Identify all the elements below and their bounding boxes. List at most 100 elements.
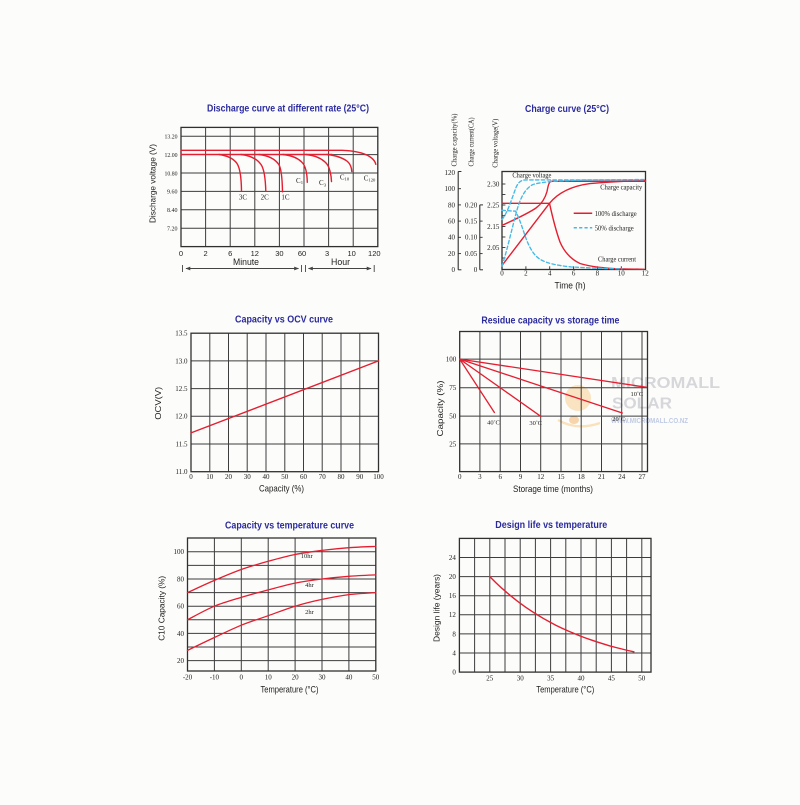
svg-text:Discharge curve at different r: Discharge curve at different rate (25°C) [207,104,369,115]
svg-text:4: 4 [548,270,552,278]
svg-text:50% discharge: 50% discharge [595,223,635,232]
svg-text:1C: 1C [281,194,290,202]
svg-text:27: 27 [639,473,647,481]
svg-text:Charge current(CA): Charge current(CA) [467,117,475,167]
svg-text:8: 8 [452,630,456,638]
svg-text:Capacity (%): Capacity (%) [259,484,304,495]
svg-text:13.20: 13.20 [165,134,178,141]
svg-text:2.05: 2.05 [487,244,500,252]
svg-text:50: 50 [372,674,380,682]
svg-text:30: 30 [275,249,283,258]
svg-text:10hr: 10hr [301,553,314,560]
svg-text:60: 60 [300,473,308,481]
svg-text:7.20: 7.20 [167,226,178,233]
svg-text:20: 20 [225,473,233,481]
svg-text:80: 80 [338,473,346,481]
svg-text:8: 8 [596,270,600,278]
svg-text:Hour: Hour [331,257,350,268]
svg-text:0.15: 0.15 [465,218,478,226]
svg-text:C3: C3 [319,179,327,187]
svg-text:Residue capacity vs storage ti: Residue capacity vs storage time [481,316,619,327]
svg-text:20: 20 [292,674,300,682]
svg-text:40°C: 40°C [487,419,500,427]
svg-text:10: 10 [265,674,273,682]
svg-text:3: 3 [478,473,482,481]
svg-text:12: 12 [642,270,650,278]
svg-text:100: 100 [174,548,185,556]
svg-text:6: 6 [572,270,576,278]
svg-text:0.05: 0.05 [465,250,478,258]
svg-text:12.0: 12.0 [175,413,188,421]
svg-text:-20: -20 [183,674,193,682]
svg-text:100: 100 [373,473,384,481]
svg-text:0: 0 [458,473,462,481]
svg-text:60: 60 [298,249,306,258]
svg-text:Temperature (°C): Temperature (°C) [536,685,594,696]
svg-text:0.10: 0.10 [465,234,478,242]
svg-text:0: 0 [240,674,244,682]
svg-text:50: 50 [638,675,646,683]
svg-text:100: 100 [445,185,456,193]
svg-text:0: 0 [452,669,456,677]
svg-text:3C: 3C [239,194,248,202]
svg-text:24: 24 [618,473,626,481]
svg-text:20: 20 [448,250,456,258]
svg-text:2.30: 2.30 [487,180,500,188]
svg-text:MICROMALL: MICROMALL [611,375,720,392]
svg-text:75: 75 [449,384,457,392]
svg-text:10: 10 [618,270,626,278]
svg-text:Charge voltage(V): Charge voltage(V) [491,118,499,168]
svg-text:-10: -10 [210,674,220,682]
svg-text:10: 10 [348,249,356,258]
svg-text:12: 12 [251,249,259,258]
svg-text:0: 0 [474,266,478,274]
svg-text:90: 90 [356,473,364,481]
svg-text:Charge curve (25°C): Charge curve (25°C) [525,104,609,115]
svg-text:20: 20 [177,657,185,665]
svg-text:100% discharge: 100% discharge [595,209,638,218]
svg-text:12.5: 12.5 [175,385,188,393]
svg-text:25: 25 [449,440,457,448]
svg-text:C1: C1 [296,177,304,185]
svg-text:20: 20 [449,573,457,581]
svg-text:C10 Capacity (%): C10 Capacity (%) [157,576,166,641]
svg-text:Design life vs temperature: Design life vs temperature [495,520,607,531]
svg-text:Charge capacity(%): Charge capacity(%) [451,113,459,167]
svg-text:0: 0 [500,270,504,278]
svg-text:3: 3 [325,249,329,258]
svg-text:40: 40 [263,473,271,481]
svg-text:Minute: Minute [233,257,259,268]
svg-text:4: 4 [452,649,456,657]
svg-text:21: 21 [598,473,606,481]
svg-text:40: 40 [578,675,586,683]
svg-text:16: 16 [449,592,457,600]
svg-text:40: 40 [448,234,456,242]
svg-text:6: 6 [498,473,502,481]
svg-text:40: 40 [345,674,353,682]
svg-text:60: 60 [448,218,456,226]
svg-text:15: 15 [558,473,566,481]
svg-text:11.0: 11.0 [176,468,188,476]
svg-text:12: 12 [449,611,457,619]
svg-text:2: 2 [524,270,528,278]
svg-text:70: 70 [319,473,327,481]
svg-text:30: 30 [517,675,525,683]
svg-text:WWW.MICROMALL.CO.NZ: WWW.MICROMALL.CO.NZ [611,418,689,425]
svg-text:Capacity (%): Capacity (%) [436,380,445,436]
svg-text:10: 10 [206,473,214,481]
svg-text:12.00: 12.00 [165,152,178,159]
svg-text:50: 50 [449,413,457,421]
svg-text:OCV(V): OCV(V) [154,386,163,419]
svg-text:13.5: 13.5 [175,330,188,338]
svg-text:Capacity vs OCV curve: Capacity vs OCV curve [235,315,333,326]
svg-text:30: 30 [244,473,252,481]
svg-text:Charge current: Charge current [598,254,637,263]
svg-text:24: 24 [449,554,457,562]
svg-text:8.40: 8.40 [167,207,178,214]
svg-text:30: 30 [319,674,327,682]
svg-text:Charge voltage: Charge voltage [512,171,552,180]
svg-text:100: 100 [446,356,457,364]
svg-text:6: 6 [228,249,232,258]
svg-text:10°C: 10°C [630,390,643,398]
svg-text:40: 40 [177,630,185,638]
